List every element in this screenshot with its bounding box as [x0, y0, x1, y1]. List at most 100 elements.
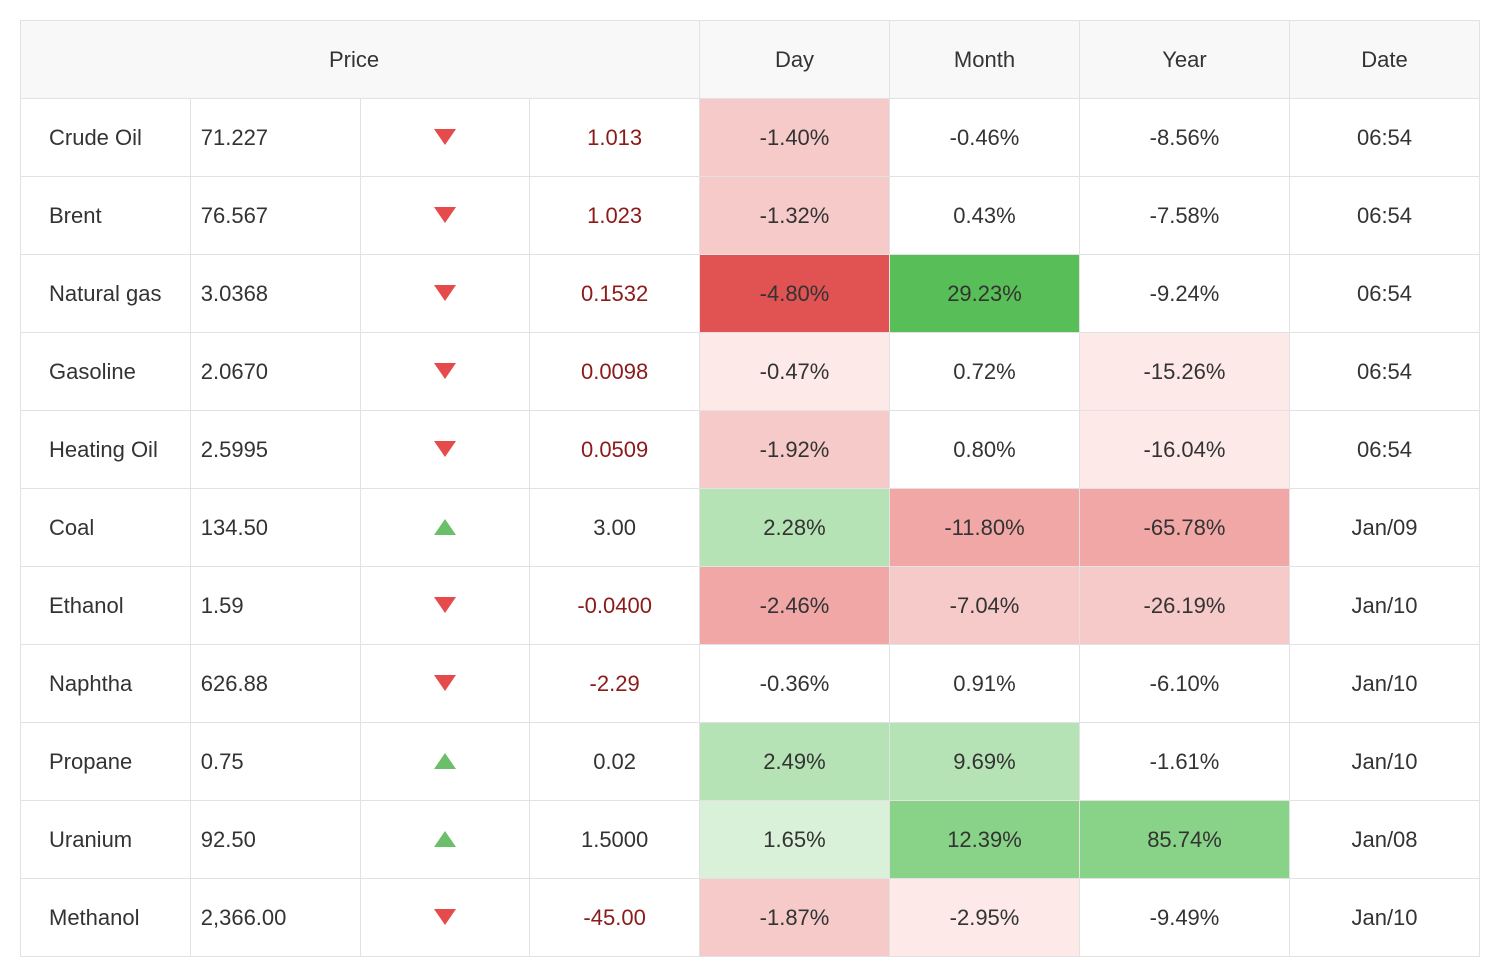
table-row[interactable]: Coal134.50 3.002.28%-11.80%-65.78%Jan/09 [21, 489, 1480, 567]
arrow-down-icon [360, 879, 530, 957]
price-value: 2,366.00 [190, 879, 360, 957]
day-change: -4.80% [700, 255, 890, 333]
table-row[interactable]: Ethanol1.59 -0.0400-2.46%-7.04%-26.19%Jan… [21, 567, 1480, 645]
price-value: 71.227 [190, 99, 360, 177]
change-value: 1.013 [530, 99, 700, 177]
commodity-name[interactable]: Brent [21, 177, 191, 255]
day-change: -1.87% [700, 879, 890, 957]
arrow-down-icon [360, 255, 530, 333]
date-value: Jan/10 [1290, 723, 1480, 801]
month-change: -11.80% [890, 489, 1080, 567]
change-value: 0.0509 [530, 411, 700, 489]
arrow-down-icon [360, 411, 530, 489]
month-change: 0.91% [890, 645, 1080, 723]
month-change: 0.43% [890, 177, 1080, 255]
price-value: 3.0368 [190, 255, 360, 333]
table-row[interactable]: Propane0.750.022.49%9.69%-1.61%Jan/10 [21, 723, 1480, 801]
arrow-down-icon [360, 567, 530, 645]
table-row[interactable]: Gasoline2.06700.0098-0.47%0.72%-15.26%06… [21, 333, 1480, 411]
day-change: 2.28% [700, 489, 890, 567]
date-value: Jan/10 [1290, 567, 1480, 645]
table-row[interactable]: Naphtha626.88 -2.29-0.36%0.91%-6.10%Jan/1… [21, 645, 1480, 723]
year-change: -9.49% [1080, 879, 1290, 957]
commodity-name[interactable]: Coal [21, 489, 191, 567]
price-value: 134.50 [190, 489, 360, 567]
header-month[interactable]: Month [890, 21, 1080, 99]
day-change: 1.65% [700, 801, 890, 879]
year-change: -15.26% [1080, 333, 1290, 411]
change-value: -45.00 [530, 879, 700, 957]
year-change: -6.10% [1080, 645, 1290, 723]
change-value: 0.02 [530, 723, 700, 801]
year-change: -26.19% [1080, 567, 1290, 645]
commodity-name[interactable]: Heating Oil [21, 411, 191, 489]
date-value: Jan/08 [1290, 801, 1480, 879]
table-row[interactable]: Natural gas3.03680.1532-4.80%29.23%-9.24… [21, 255, 1480, 333]
table-row[interactable]: Methanol2,366.00 -45.00-1.87%-2.95%-9.49%… [21, 879, 1480, 957]
header-year[interactable]: Year [1080, 21, 1290, 99]
year-change: -8.56% [1080, 99, 1290, 177]
arrow-down-icon [360, 333, 530, 411]
arrow-up-icon [360, 723, 530, 801]
month-change: 9.69% [890, 723, 1080, 801]
change-value: -2.29 [530, 645, 700, 723]
day-change: -0.36% [700, 645, 890, 723]
month-change: 0.72% [890, 333, 1080, 411]
day-change: -1.40% [700, 99, 890, 177]
month-change: -2.95% [890, 879, 1080, 957]
commodity-name[interactable]: Natural gas [21, 255, 191, 333]
date-value: 06:54 [1290, 99, 1480, 177]
arrow-up-icon [360, 801, 530, 879]
price-value: 92.50 [190, 801, 360, 879]
table-row[interactable]: Heating Oil2.5995 0.0509-1.92%0.80%-16.04… [21, 411, 1480, 489]
month-change: 29.23% [890, 255, 1080, 333]
commodity-name[interactable]: Propane [21, 723, 191, 801]
table-row[interactable]: Crude Oil71.227 1.013-1.40%-0.46%-8.56%06… [21, 99, 1480, 177]
month-change: -7.04% [890, 567, 1080, 645]
commodity-name[interactable]: Gasoline [21, 333, 191, 411]
change-value: 3.00 [530, 489, 700, 567]
commodity-name[interactable]: Crude Oil [21, 99, 191, 177]
year-change: 85.74% [1080, 801, 1290, 879]
day-change: -2.46% [700, 567, 890, 645]
change-value: -0.0400 [530, 567, 700, 645]
price-value: 2.5995 [190, 411, 360, 489]
day-change: -1.92% [700, 411, 890, 489]
year-change: -1.61% [1080, 723, 1290, 801]
header-day[interactable]: Day [700, 21, 890, 99]
table-body: Crude Oil71.2271.013-1.40%-0.46%-8.56%06… [21, 99, 1480, 957]
commodities-table: Price Day Month Year Date Crude Oil71.22… [20, 20, 1480, 957]
date-value: 06:54 [1290, 255, 1480, 333]
change-value: 0.0098 [530, 333, 700, 411]
price-value: 2.0670 [190, 333, 360, 411]
month-change: 12.39% [890, 801, 1080, 879]
price-value: 0.75 [190, 723, 360, 801]
arrow-up-icon [360, 489, 530, 567]
price-value: 1.59 [190, 567, 360, 645]
month-change: 0.80% [890, 411, 1080, 489]
table-row[interactable]: Brent76.5671.023-1.32%0.43%-7.58%06:54 [21, 177, 1480, 255]
year-change: -65.78% [1080, 489, 1290, 567]
header-price[interactable]: Price [21, 21, 700, 99]
date-value: 06:54 [1290, 411, 1480, 489]
date-value: Jan/10 [1290, 645, 1480, 723]
change-value: 1.023 [530, 177, 700, 255]
arrow-down-icon [360, 177, 530, 255]
commodity-name[interactable]: Naphtha [21, 645, 191, 723]
table-row[interactable]: Uranium92.50 1.50001.65%12.39%85.74%Jan/0… [21, 801, 1480, 879]
change-value: 1.5000 [530, 801, 700, 879]
price-value: 76.567 [190, 177, 360, 255]
arrow-down-icon [360, 99, 530, 177]
price-value: 626.88 [190, 645, 360, 723]
day-change: -1.32% [700, 177, 890, 255]
date-value: Jan/09 [1290, 489, 1480, 567]
commodity-name[interactable]: Uranium [21, 801, 191, 879]
change-value: 0.1532 [530, 255, 700, 333]
header-date[interactable]: Date [1290, 21, 1480, 99]
commodity-name[interactable]: Methanol [21, 879, 191, 957]
year-change: -7.58% [1080, 177, 1290, 255]
month-change: -0.46% [890, 99, 1080, 177]
year-change: -16.04% [1080, 411, 1290, 489]
commodity-name[interactable]: Ethanol [21, 567, 191, 645]
table-header: Price Day Month Year Date [21, 21, 1480, 99]
